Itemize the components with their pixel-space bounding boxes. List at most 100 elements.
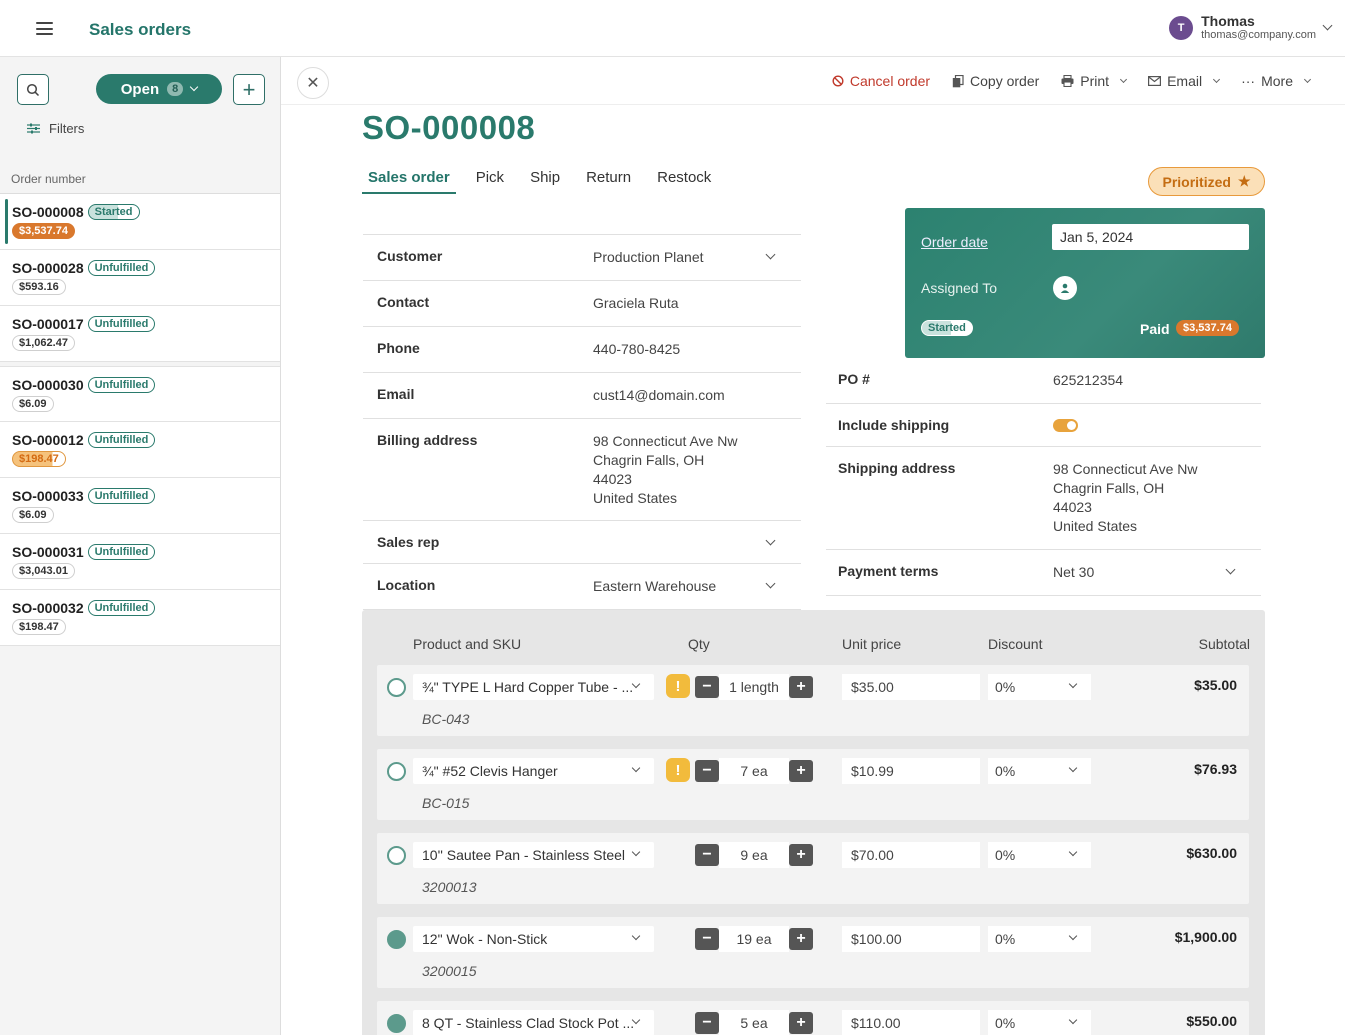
line-status-circle[interactable] xyxy=(387,678,406,697)
order-date-label[interactable]: Order date xyxy=(921,234,988,250)
discount-select[interactable]: 0% xyxy=(988,926,1091,952)
list-item[interactable]: SO-000008 Started $3,537.74 xyxy=(0,194,280,250)
menu-icon[interactable] xyxy=(36,22,53,35)
copy-order-label: Copy order xyxy=(970,73,1040,89)
qty-decrement-button[interactable]: − xyxy=(695,844,719,866)
product-select[interactable]: ¾" TYPE L Hard Copper Tube - ... xyxy=(413,674,654,700)
user-menu[interactable]: T Thomas thomas@company.com xyxy=(1169,14,1333,41)
chevron-down-icon xyxy=(631,847,641,857)
more-dropdown[interactable]: ··· More xyxy=(1241,73,1312,89)
address-line: 98 Connecticut Ave Nw xyxy=(593,433,738,449)
sliders-icon xyxy=(27,123,40,134)
product-name: ¾" #52 Clevis Hanger xyxy=(422,763,558,779)
qty-increment-button[interactable]: + xyxy=(789,1012,813,1034)
list-item[interactable]: SO-000028 Unfulfilled $593.16 xyxy=(0,250,280,306)
qty-increment-button[interactable]: + xyxy=(789,676,813,698)
product-select[interactable]: 12" Wok - Non-Stick xyxy=(413,926,654,952)
list-item[interactable]: SO-000017 Unfulfilled $1,062.47 xyxy=(0,306,280,362)
payment-terms-field[interactable]: Payment terms Net 30 xyxy=(826,550,1261,596)
paid-label: Paid xyxy=(1140,321,1170,337)
tab-sales-order[interactable]: Sales order xyxy=(362,167,456,194)
po-field[interactable]: PO # 625212354 xyxy=(826,358,1261,404)
location-field[interactable]: Location Eastern Warehouse xyxy=(363,564,801,610)
order-date-input[interactable]: Jan 5, 2024 xyxy=(1052,224,1249,250)
list-item[interactable]: SO-000033 Unfulfilled $6.09 xyxy=(0,478,280,534)
chevron-down-icon xyxy=(631,763,641,773)
discount-value: 0% xyxy=(995,847,1016,863)
tab-pick[interactable]: Pick xyxy=(475,169,505,186)
action-toolbar: Cancel order Copy order Print Email ··· … xyxy=(832,73,1312,89)
tab-ship[interactable]: Ship xyxy=(530,169,561,186)
qty-input[interactable]: 7 ea xyxy=(719,758,789,784)
line-status-circle[interactable] xyxy=(387,930,406,949)
contact-field[interactable]: Contact Graciela Ruta xyxy=(363,281,801,327)
warning-icon[interactable]: ! xyxy=(666,674,690,698)
email-field[interactable]: Email cust14@domain.com xyxy=(363,373,801,419)
print-dropdown[interactable]: Print xyxy=(1061,73,1128,89)
add-order-button[interactable]: + xyxy=(233,74,265,105)
product-select[interactable]: 8 QT - Stainless Clad Stock Pot ... xyxy=(413,1010,654,1035)
qty-decrement-button[interactable]: − xyxy=(695,1012,719,1034)
customer-field[interactable]: Customer Production Planet xyxy=(363,235,801,281)
cancel-order-button[interactable]: Cancel order xyxy=(832,73,930,89)
sku: 3200015 xyxy=(422,963,477,979)
qty-input[interactable]: 1 length xyxy=(719,674,789,700)
close-button[interactable]: ✕ xyxy=(297,67,329,99)
line-status-circle[interactable] xyxy=(387,762,406,781)
discount-select[interactable]: 0% xyxy=(988,758,1091,784)
email-dropdown[interactable]: Email xyxy=(1148,73,1221,89)
discount-select[interactable]: 0% xyxy=(988,842,1091,868)
qty-input[interactable]: 9 ea xyxy=(719,842,789,868)
qty-increment-button[interactable]: + xyxy=(789,760,813,782)
search-button[interactable] xyxy=(17,74,49,105)
unit-price-input[interactable]: $10.99 xyxy=(842,758,980,784)
shipping-address-field[interactable]: Shipping address 98 Connecticut Ave Nw C… xyxy=(826,447,1261,550)
list-item[interactable]: SO-000031 Unfulfilled $3,043.01 xyxy=(0,534,280,590)
qty-increment-button[interactable]: + xyxy=(789,844,813,866)
assign-user-button[interactable] xyxy=(1053,276,1077,300)
app-title: Sales orders xyxy=(89,20,192,39)
table-row: ¾" #52 Clevis Hanger BC-015 ! − 7 ea + $… xyxy=(377,749,1249,820)
copy-order-button[interactable]: Copy order xyxy=(952,73,1039,89)
tab-restock[interactable]: Restock xyxy=(657,169,712,186)
line-status-circle[interactable] xyxy=(387,846,406,865)
status-filter-dropdown[interactable]: Open 8 xyxy=(96,74,222,104)
discount-select[interactable]: 0% xyxy=(988,674,1091,700)
status-filter-label: Open xyxy=(120,80,160,98)
unit-price-input[interactable]: $110.00 xyxy=(842,1010,980,1035)
qty-decrement-button[interactable]: − xyxy=(695,676,719,698)
unit-price-input[interactable]: $100.00 xyxy=(842,926,980,952)
subtotal: $1,900.00 xyxy=(1174,929,1237,945)
status-badge: Unfulfilled xyxy=(87,544,156,560)
line-status-circle[interactable] xyxy=(387,1014,406,1033)
table-row: 12" Wok - Non-Stick 3200015 − 19 ea + $1… xyxy=(377,917,1249,988)
address-line: 44023 xyxy=(593,471,632,487)
tab-return[interactable]: Return xyxy=(586,169,632,186)
unit-price-input[interactable]: $35.00 xyxy=(842,674,980,700)
table-row: 8 QT - Stainless Clad Stock Pot ... − 5 … xyxy=(377,1001,1249,1035)
list-item[interactable]: SO-000032 Unfulfilled $198.47 xyxy=(0,590,280,646)
qty-input[interactable]: 19 ea xyxy=(719,926,789,952)
qty-input[interactable]: 5 ea xyxy=(719,1010,789,1035)
unit-price-input[interactable]: $70.00 xyxy=(842,842,980,868)
product-select[interactable]: ¾" #52 Clevis Hanger xyxy=(413,758,654,784)
include-shipping-label: Include shipping xyxy=(838,417,950,433)
qty-decrement-button[interactable]: − xyxy=(695,760,719,782)
amount-badge: $6.09 xyxy=(12,396,54,412)
filters-button[interactable]: Filters xyxy=(27,121,84,136)
qty-decrement-button[interactable]: − xyxy=(695,928,719,950)
billing-address-field[interactable]: Billing address 98 Connecticut Ave Nw Ch… xyxy=(363,419,801,521)
include-shipping-toggle[interactable] xyxy=(1053,419,1078,432)
phone-field[interactable]: Phone 440-780-8425 xyxy=(363,327,801,373)
sales-rep-field[interactable]: Sales rep xyxy=(363,521,801,564)
discount-select[interactable]: 0% xyxy=(988,1010,1091,1035)
prioritized-button[interactable]: Prioritized ★ xyxy=(1148,167,1265,196)
toolbar-divider xyxy=(281,104,1345,105)
list-item[interactable]: SO-000030 Unfulfilled $6.09 xyxy=(0,366,280,422)
warning-icon[interactable]: ! xyxy=(666,758,690,782)
status-badge: Started xyxy=(921,320,973,336)
search-icon xyxy=(26,83,40,96)
qty-increment-button[interactable]: + xyxy=(789,928,813,950)
list-item[interactable]: SO-000012 Unfulfilled $198.47 xyxy=(0,422,280,478)
product-select[interactable]: 10'' Sautee Pan - Stainless Steel xyxy=(413,842,654,868)
